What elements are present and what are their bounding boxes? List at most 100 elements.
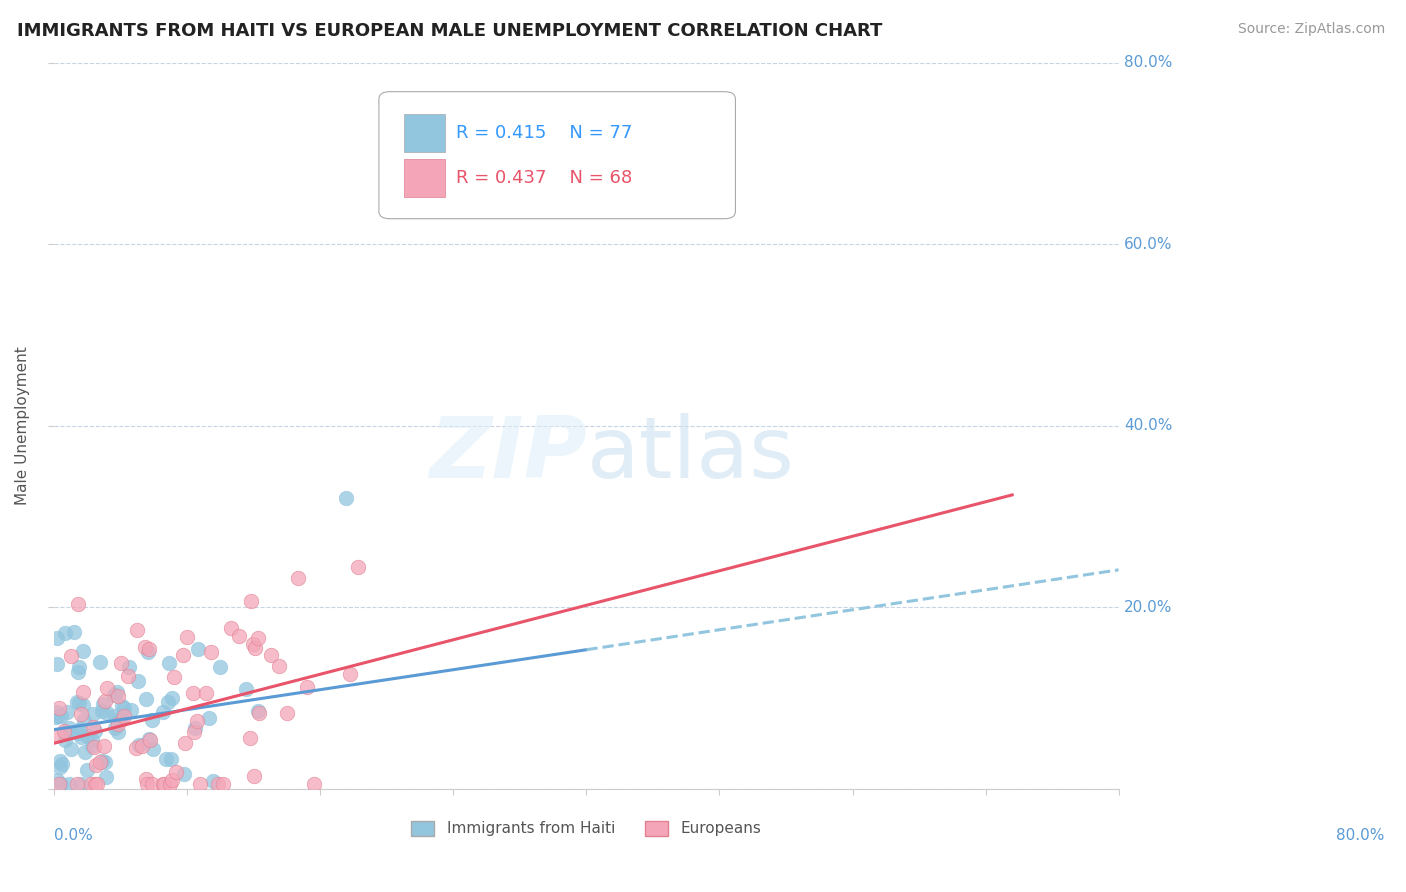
Immigrants from Haiti [53, 626, 76, 640]
Europeans [134, 640, 156, 654]
Text: 0.0%: 0.0% [55, 829, 93, 844]
Europeans [153, 777, 176, 791]
Europeans [152, 777, 174, 791]
Immigrants from Haiti [55, 705, 77, 719]
Europeans [84, 777, 107, 791]
Immigrants from Haiti [73, 713, 96, 727]
Immigrants from Haiti [127, 674, 149, 689]
Text: 80.0%: 80.0% [1336, 829, 1385, 844]
Immigrants from Haiti [155, 752, 177, 766]
FancyBboxPatch shape [378, 92, 735, 219]
Immigrants from Haiti [45, 710, 67, 724]
Immigrants from Haiti [49, 760, 72, 774]
Europeans [228, 629, 250, 643]
Europeans [276, 706, 298, 720]
Europeans [84, 758, 107, 772]
Immigrants from Haiti [104, 709, 127, 723]
Text: IMMIGRANTS FROM HAITI VS EUROPEAN MALE UNEMPLOYMENT CORRELATION CHART: IMMIGRANTS FROM HAITI VS EUROPEAN MALE U… [17, 22, 882, 40]
Europeans [295, 681, 318, 695]
Immigrants from Haiti [91, 705, 114, 719]
Immigrants from Haiti [103, 689, 125, 703]
Europeans [207, 777, 229, 791]
Immigrants from Haiti [66, 665, 89, 679]
Europeans [200, 645, 222, 659]
Immigrants from Haiti [157, 656, 180, 670]
Immigrants from Haiti [173, 767, 195, 781]
Immigrants from Haiti [152, 706, 174, 720]
Immigrants from Haiti [136, 644, 159, 658]
Europeans [135, 772, 157, 786]
Europeans [239, 731, 262, 745]
Immigrants from Haiti [72, 698, 94, 712]
Immigrants from Haiti [46, 631, 69, 645]
Text: Source: ZipAtlas.com: Source: ZipAtlas.com [1237, 22, 1385, 37]
Europeans [181, 686, 204, 700]
Europeans [174, 736, 197, 750]
Europeans [159, 777, 181, 791]
Europeans [48, 777, 70, 791]
Europeans [249, 706, 271, 721]
Y-axis label: Male Unemployment: Male Unemployment [15, 346, 30, 505]
Immigrants from Haiti [70, 777, 93, 791]
Europeans [59, 649, 82, 664]
Immigrants from Haiti [69, 723, 91, 737]
Europeans [69, 706, 91, 721]
Europeans [48, 701, 70, 715]
Europeans [194, 686, 217, 700]
Immigrants from Haiti [67, 726, 90, 740]
Europeans [183, 724, 205, 739]
Europeans [112, 709, 135, 723]
Immigrants from Haiti [58, 721, 80, 735]
Europeans [346, 560, 368, 574]
Immigrants from Haiti [198, 711, 221, 725]
Europeans [66, 777, 89, 791]
Europeans [243, 769, 266, 783]
Immigrants from Haiti [49, 777, 72, 791]
Europeans [66, 597, 89, 611]
Text: 60.0%: 60.0% [1123, 236, 1173, 252]
Immigrants from Haiti [209, 660, 232, 674]
Immigrants from Haiti [76, 763, 98, 777]
Text: R = 0.415    N = 77: R = 0.415 N = 77 [456, 124, 631, 142]
Immigrants from Haiti [69, 730, 91, 744]
Europeans [186, 714, 208, 728]
Immigrants from Haiti [105, 685, 128, 699]
Immigrants from Haiti [107, 725, 129, 739]
Immigrants from Haiti [53, 733, 76, 747]
Europeans [246, 631, 269, 645]
Immigrants from Haiti [104, 721, 127, 735]
Immigrants from Haiti [159, 752, 181, 766]
Immigrants from Haiti [160, 690, 183, 705]
Text: R = 0.437    N = 68: R = 0.437 N = 68 [456, 169, 631, 187]
Europeans [269, 659, 291, 673]
Europeans [243, 641, 266, 656]
Immigrants from Haiti [82, 732, 104, 747]
Europeans [52, 723, 75, 738]
Immigrants from Haiti [112, 701, 135, 715]
Europeans [302, 777, 325, 791]
Europeans [242, 637, 264, 651]
Immigrants from Haiti [110, 699, 132, 714]
Europeans [212, 777, 235, 791]
Text: 40.0%: 40.0% [1123, 418, 1173, 434]
Immigrants from Haiti [46, 657, 69, 671]
Europeans [239, 593, 262, 607]
Legend: Immigrants from Haiti, Europeans: Immigrants from Haiti, Europeans [405, 814, 768, 843]
Europeans [441, 192, 464, 206]
Immigrants from Haiti [49, 754, 72, 768]
Europeans [89, 755, 111, 769]
Immigrants from Haiti [58, 777, 80, 791]
Europeans [48, 728, 70, 742]
Europeans [260, 648, 283, 663]
Europeans [94, 694, 117, 708]
Europeans [83, 740, 105, 755]
Immigrants from Haiti [94, 755, 117, 769]
Europeans [172, 648, 194, 663]
Europeans [110, 656, 132, 670]
Immigrants from Haiti [69, 660, 91, 674]
Immigrants from Haiti [46, 709, 69, 723]
Immigrants from Haiti [235, 681, 257, 696]
Immigrants from Haiti [76, 729, 98, 743]
Text: 80.0%: 80.0% [1123, 55, 1173, 70]
Europeans [86, 777, 108, 791]
